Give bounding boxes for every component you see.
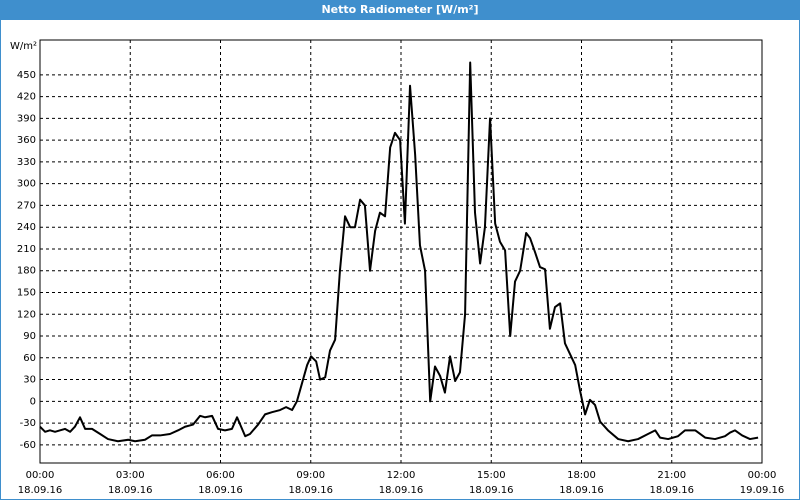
x-tick-date: 18.09.16 bbox=[649, 485, 694, 496]
x-tick-label: 15:00 bbox=[477, 470, 506, 481]
y-tick-label: 360 bbox=[17, 135, 36, 146]
y-tick-label: 30 bbox=[23, 375, 36, 386]
y-tick-label: 300 bbox=[17, 179, 36, 190]
data-line bbox=[39, 61, 759, 443]
y-tick-label: 90 bbox=[23, 331, 36, 342]
x-tick-date: 18.09.16 bbox=[18, 485, 63, 496]
y-tick-label: 180 bbox=[17, 266, 36, 277]
y-tick-label: 210 bbox=[17, 244, 36, 255]
x-tick-date: 18.09.16 bbox=[559, 485, 604, 496]
y-tick-label: 420 bbox=[17, 92, 36, 103]
y-tick-label: -60 bbox=[20, 440, 36, 451]
y-tick-label: 60 bbox=[23, 353, 36, 364]
y-tick-label: 240 bbox=[17, 222, 36, 233]
x-tick-label: 06:00 bbox=[206, 470, 235, 481]
x-tick-label: 18:00 bbox=[567, 470, 596, 481]
y-tick-label: 150 bbox=[17, 287, 36, 298]
x-tick-label: 12:00 bbox=[387, 470, 416, 481]
x-tick-date: 18.09.16 bbox=[288, 485, 333, 496]
y-tick-label: -30 bbox=[20, 418, 36, 429]
x-tick-label: 09:00 bbox=[296, 470, 325, 481]
y-tick-label: 330 bbox=[17, 157, 36, 168]
x-tick-date: 19.09.16 bbox=[740, 485, 785, 496]
x-tick-label: 03:00 bbox=[116, 470, 145, 481]
y-tick-label: 450 bbox=[17, 70, 36, 81]
x-tick-date: 18.09.16 bbox=[198, 485, 243, 496]
x-tick-date: 18.09.16 bbox=[469, 485, 514, 496]
y-axis-label: W/m² bbox=[10, 41, 37, 52]
x-tick-date: 18.09.16 bbox=[379, 485, 424, 496]
y-tick-label: 390 bbox=[17, 113, 36, 124]
y-tick-label: 120 bbox=[17, 309, 36, 320]
chart-title: Netto Radiometer [W/m²] bbox=[321, 3, 478, 16]
x-tick-label: 00:00 bbox=[26, 470, 55, 481]
title-bar bbox=[0, 0, 800, 20]
x-tick-label: 21:00 bbox=[657, 470, 686, 481]
x-tick-label: 00:00 bbox=[748, 470, 777, 481]
y-tick-label: 0 bbox=[30, 396, 36, 407]
y-tick-label: 270 bbox=[17, 200, 36, 211]
x-tick-date: 18.09.16 bbox=[108, 485, 153, 496]
